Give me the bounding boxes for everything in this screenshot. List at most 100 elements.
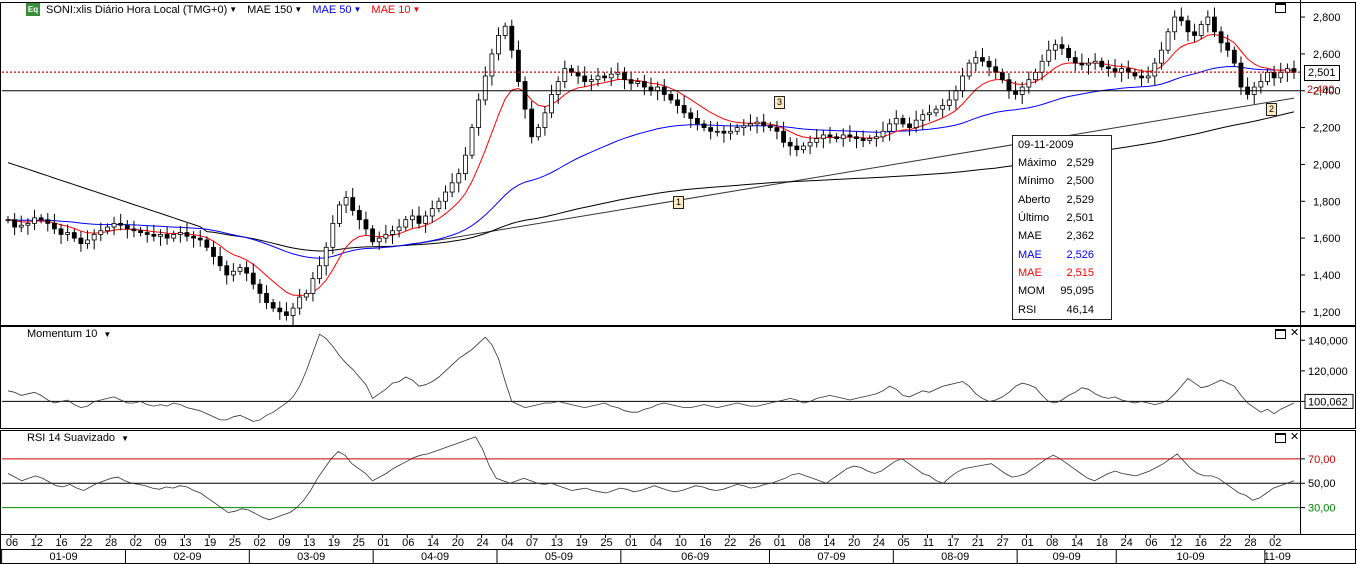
x-day-label: 01 [377, 537, 389, 549]
x-day-label: 14 [427, 537, 439, 549]
candle-body [111, 222, 117, 228]
x-day-label: 14 [823, 537, 835, 549]
candle-body [131, 228, 137, 232]
momentum-title: Momentum 10 [27, 328, 98, 340]
candle-body [814, 138, 820, 143]
price-tick-label: 1,400 [1313, 270, 1341, 282]
candle-body [1105, 66, 1111, 70]
candle-body [270, 302, 276, 309]
candle-body [1059, 44, 1065, 49]
marker-3[interactable]: 3 [774, 96, 785, 109]
candle-body [608, 73, 614, 79]
x-day-label: 19 [576, 537, 588, 549]
info-row: Máximo 2,529 [1013, 154, 1111, 172]
candle-body [1079, 62, 1085, 66]
candle-body [171, 234, 177, 239]
candle-body [124, 224, 130, 230]
candle-body [681, 105, 687, 114]
candle-body [230, 270, 236, 276]
candle-body [18, 224, 24, 228]
info-row: Último 2,501 [1013, 209, 1111, 227]
x-month-label: 04-09 [421, 551, 449, 563]
candle-body [1159, 49, 1164, 64]
candle-body [1192, 31, 1197, 36]
candle-body [708, 127, 714, 132]
candle-body [734, 127, 740, 132]
x-day-label: 09 [278, 537, 290, 549]
momentum-line [7, 333, 1295, 422]
candle-body [714, 130, 720, 133]
candle-body [873, 136, 879, 140]
close-momentum-button[interactable]: ✕ [1290, 328, 1299, 339]
info-value: 2,526 [1066, 248, 1094, 261]
x-day-label: 26 [749, 537, 761, 549]
candle-body [907, 123, 912, 128]
candle-body [343, 197, 349, 206]
momentum-panel-header[interactable]: Momentum 10 ▼ [27, 328, 111, 340]
x-month-label: 09-09 [1053, 551, 1081, 563]
x-day-label: 02 [254, 537, 266, 549]
dropdown-arrow-icon: ▼ [229, 5, 238, 14]
x-day-label: 24 [476, 537, 488, 549]
momentum-tick-label: 100,062 [1308, 396, 1348, 408]
candle-body [1178, 16, 1184, 22]
study-mae150[interactable]: MAE 150 ▼ [247, 4, 302, 16]
dropdown-arrow-icon: ▼ [353, 5, 362, 14]
symbol-selector[interactable]: SONI:xlis Diário Hora Local (TMG+0) ▼ [46, 4, 237, 16]
maximize-rsi-button[interactable] [1275, 433, 1286, 446]
candle-body [1046, 49, 1052, 62]
study-mae10-label: MAE 10 [371, 3, 411, 16]
momentum-value-box [1304, 393, 1354, 409]
candle-body [138, 230, 143, 233]
candle-body [224, 265, 230, 276]
close-icon: ✕ [1290, 431, 1300, 443]
candle-body [807, 141, 813, 147]
x-axis: 06 12 16 22 28 02 09 13 19 25 02 09 13 19 25 01 06 14 20 24… [1, 534, 1291, 563]
close-rsi-button[interactable]: ✕ [1290, 432, 1299, 443]
x-day-label: 06 [402, 537, 414, 549]
price-tick-label: 2,800 [1313, 12, 1341, 24]
study-mae10[interactable]: MAE 10 ▼ [371, 4, 420, 16]
marker-2[interactable]: 2 [1266, 103, 1277, 116]
dropdown-arrow-icon: ▼ [294, 5, 303, 14]
maximize-price-panel-button[interactable] [1275, 3, 1286, 16]
info-label: MAE [1018, 248, 1042, 261]
candle-body [330, 222, 336, 248]
rsi-title: RSI 14 Suavizado [27, 432, 116, 444]
x-day-label: 18 [1096, 537, 1108, 549]
candle-body [542, 112, 548, 128]
x-day-label: 27 [997, 537, 1009, 549]
momentum-tick-label: 140,000 [1308, 335, 1348, 347]
info-value: 46,14 [1066, 303, 1094, 316]
candle-body [303, 292, 309, 298]
candle-body [1145, 75, 1151, 79]
candle-body [867, 138, 873, 141]
candle-body [575, 71, 581, 77]
chart-header: Eq SONI:xlis Diário Hora Local (TMG+0) ▼ … [26, 3, 426, 16]
candle-body [946, 99, 952, 106]
info-value: 2,501 [1066, 212, 1094, 225]
study-mae50[interactable]: MAE 50 ▼ [312, 4, 361, 16]
maximize-icon [1275, 329, 1286, 339]
candle-body [728, 130, 733, 134]
candle-body [1125, 68, 1131, 73]
candle-body [462, 154, 468, 175]
rsi-line [7, 436, 1295, 521]
info-value: 95,095 [1060, 285, 1094, 298]
candle-body [197, 237, 203, 241]
maximize-momentum-button[interactable] [1275, 329, 1286, 342]
x-day-label: 20 [452, 537, 464, 549]
marker-1[interactable]: 1 [673, 196, 684, 209]
candle-body [1238, 62, 1244, 88]
candle-body [648, 86, 654, 92]
candle-body [595, 75, 601, 81]
candle-body [376, 237, 382, 243]
candle-body [191, 235, 197, 239]
dropdown-arrow-icon: ▼ [103, 329, 112, 339]
reference-price-tag: 2,400 [1307, 84, 1335, 96]
candle-body [449, 182, 455, 193]
rsi-tick-label: 50,00 [1308, 478, 1336, 490]
rsi-panel-header[interactable]: RSI 14 Suavizado ▼ [27, 432, 129, 444]
x-day-label: 07 [526, 537, 538, 549]
